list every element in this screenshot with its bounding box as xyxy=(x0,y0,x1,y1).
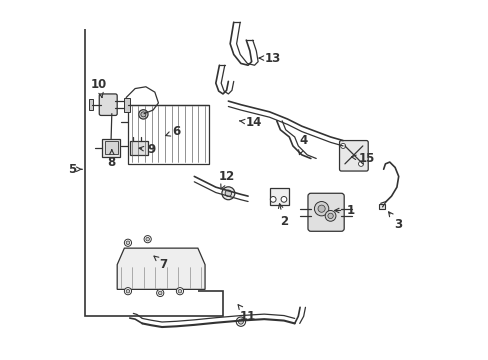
Circle shape xyxy=(156,289,163,297)
FancyBboxPatch shape xyxy=(307,193,344,231)
Circle shape xyxy=(238,319,243,324)
Text: 14: 14 xyxy=(239,116,261,129)
Circle shape xyxy=(144,235,151,243)
Circle shape xyxy=(126,289,129,293)
Circle shape xyxy=(145,237,149,241)
Circle shape xyxy=(317,205,325,212)
Bar xyxy=(269,188,289,205)
Circle shape xyxy=(124,239,131,246)
FancyBboxPatch shape xyxy=(339,140,367,171)
Text: 5: 5 xyxy=(68,163,82,176)
Circle shape xyxy=(222,187,234,200)
Circle shape xyxy=(178,289,182,293)
Circle shape xyxy=(176,288,183,295)
Circle shape xyxy=(158,291,162,295)
Bar xyxy=(129,140,147,155)
Text: 12: 12 xyxy=(218,170,234,189)
Circle shape xyxy=(236,317,245,326)
Bar xyxy=(102,139,120,157)
Text: 11: 11 xyxy=(238,305,256,324)
Text: 9: 9 xyxy=(139,143,155,156)
Text: 10: 10 xyxy=(91,78,107,98)
Circle shape xyxy=(124,288,131,295)
Text: 6: 6 xyxy=(165,125,180,138)
Circle shape xyxy=(281,197,286,202)
Circle shape xyxy=(327,213,333,219)
Circle shape xyxy=(314,202,328,216)
Circle shape xyxy=(340,143,345,148)
Text: 13: 13 xyxy=(259,51,281,64)
Bar xyxy=(88,99,93,110)
FancyBboxPatch shape xyxy=(99,94,117,116)
Text: 8: 8 xyxy=(107,150,116,169)
Bar xyxy=(378,204,384,209)
Text: 7: 7 xyxy=(154,256,167,271)
Circle shape xyxy=(141,112,145,117)
Bar xyxy=(124,98,129,112)
Bar xyxy=(128,105,208,164)
Circle shape xyxy=(325,211,335,221)
Circle shape xyxy=(126,241,129,244)
Text: 3: 3 xyxy=(388,212,402,231)
Bar xyxy=(104,141,117,154)
Circle shape xyxy=(224,190,231,197)
Text: 15: 15 xyxy=(351,152,374,165)
Circle shape xyxy=(270,197,276,202)
Circle shape xyxy=(358,161,363,166)
Text: 1: 1 xyxy=(334,204,354,217)
Polygon shape xyxy=(117,248,204,289)
Text: 4: 4 xyxy=(298,134,307,155)
Circle shape xyxy=(139,110,148,119)
Text: 2: 2 xyxy=(278,204,287,228)
